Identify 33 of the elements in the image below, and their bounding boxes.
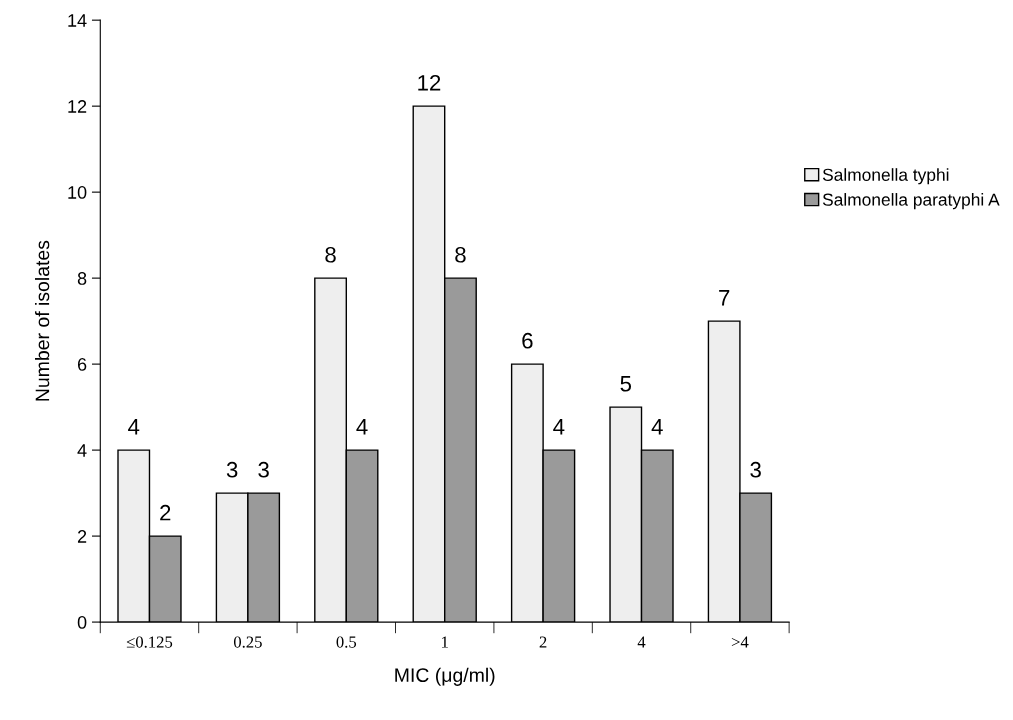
x-tick-label: >4 [731,636,749,648]
x-tick-label: 2 [539,636,547,648]
x-tick-label: 1 [442,636,448,648]
data-label: 4 [128,419,140,435]
data-label: 3 [258,461,269,478]
data-label: 6 [522,332,533,349]
y-tick-label: 0 [77,616,87,629]
x-tick-label: 0.5 [336,636,357,648]
data-label: 8 [455,246,466,263]
y-tick-label: 14 [68,14,87,27]
x-axis-title: MIC (μg/ml) [395,667,495,686]
data-label: 4 [356,419,368,435]
data-label: 2 [160,504,171,521]
data-label: 5 [620,376,632,392]
y-tick-label: 4 [77,444,87,457]
data-label: 3 [226,461,238,478]
legend-label: Salmonella paratyphi A [822,193,1000,210]
data-label: 4 [651,419,663,435]
y-tick-label: 6 [77,358,87,371]
legend-label: Salmonella typhi [822,168,949,185]
x-tick-label: 4 [637,636,646,648]
y-tick-label: 12 [68,100,87,113]
data-label: 12 [418,74,441,91]
x-tick-label: ≤0.125 [126,636,173,648]
data-label: 4 [553,419,565,435]
data-label: 3 [750,461,761,478]
y-tick-label: 2 [77,530,87,543]
data-label: 8 [325,246,336,263]
x-tick-label: 0.25 [233,636,262,648]
y-axis-title: Number of isolates [35,240,50,401]
y-tick-label: 8 [77,272,87,285]
data-label: 7 [719,290,730,306]
y-tick-label: 10 [68,186,87,199]
